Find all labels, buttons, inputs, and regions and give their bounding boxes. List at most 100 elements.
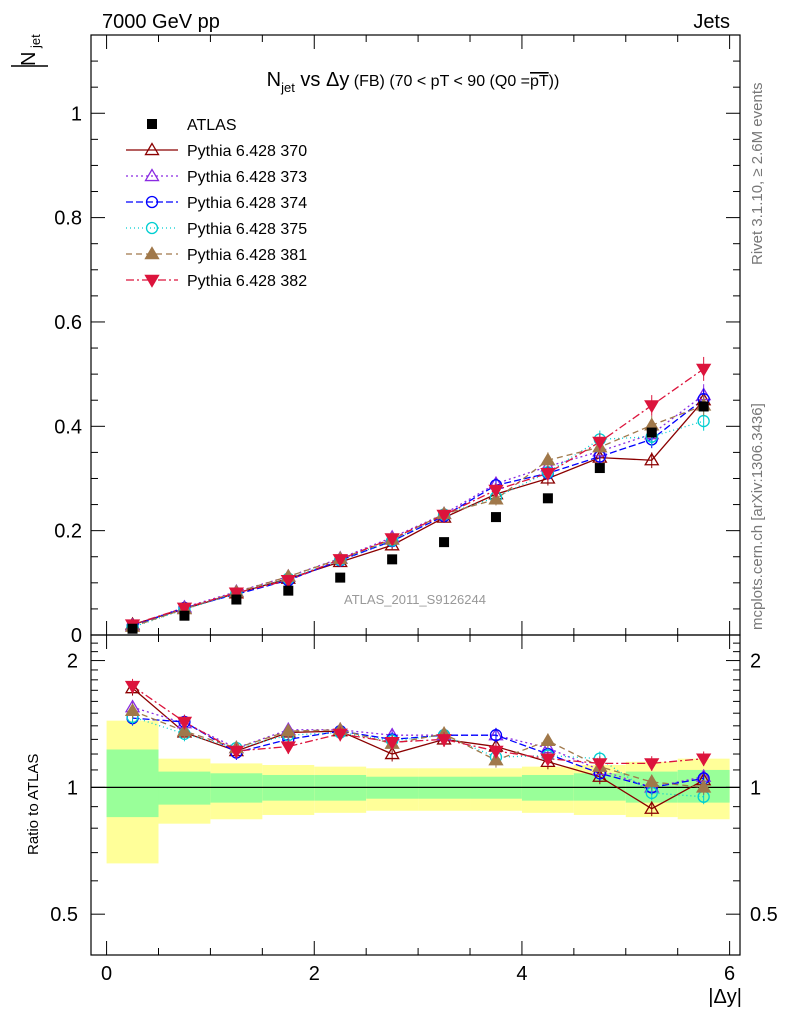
legend-label: Pythia 6.428 370: [187, 143, 307, 160]
ratio-point: [644, 774, 660, 788]
x-tick-label: 6: [724, 963, 735, 985]
series-point: [228, 587, 245, 601]
x-axis-label: |Δy|: [708, 986, 742, 1008]
ratio-series-group: [124, 678, 712, 817]
ratio-point: [176, 723, 193, 737]
ratio-point: [384, 737, 400, 750]
legend-entry: ATLAS: [147, 117, 237, 134]
ratio-point: [540, 753, 556, 767]
series-point: [696, 363, 712, 377]
legend-marker: [144, 168, 160, 182]
legend-label: Pythia 6.428 375: [187, 221, 307, 238]
series-line: [132, 394, 705, 627]
legend-marker: [144, 246, 160, 260]
ratio-tick-label: 2: [67, 651, 78, 673]
legend-entry: Pythia 6.428 370: [126, 142, 307, 160]
atlas-data-point: [387, 554, 398, 565]
ratio-point: [488, 745, 504, 759]
y-tick-label: 1: [71, 103, 82, 125]
top-series-group: [124, 356, 712, 634]
legend: ATLAS Pythia 6.428 370 Pythia 6.428 373 Pyt…: [126, 117, 307, 290]
legend-marker: [145, 195, 159, 209]
series-point: [384, 533, 400, 547]
legend-entry: Pythia 6.428 381: [126, 246, 307, 264]
mcplots-label: mcplots.cern.ch [arXiv:1306.3436]: [749, 403, 766, 630]
ratio-series-line: [132, 706, 704, 789]
series-point: [332, 554, 348, 568]
category-label: Jets: [693, 11, 730, 33]
y-tick-label: 0: [71, 625, 82, 647]
band-green: [158, 771, 211, 805]
legend-label: Pythia 6.428 374: [187, 195, 307, 212]
ratio-point: [332, 728, 348, 742]
legend-marker: [144, 142, 160, 156]
ratio-point: [489, 729, 503, 742]
ratio-point: [592, 768, 608, 782]
legend-label: Pythia 6.428 382: [187, 273, 307, 290]
ratio-y-axis-label: Ratio to ATLAS: [25, 754, 42, 855]
ratio-point: [644, 800, 660, 814]
series-point: [436, 509, 452, 523]
ratio-series-line: [132, 716, 704, 798]
atlas-data-point: [542, 493, 553, 504]
series-point: [176, 602, 193, 616]
atlas-data-point: [231, 594, 242, 605]
legend-label: Pythia 6.428 381: [187, 247, 307, 264]
x-tick-label: 4: [516, 963, 527, 985]
y-tick-label: 0.4: [54, 416, 82, 438]
ratio-tick-label: 0.5: [50, 904, 78, 926]
ratio-tick-label-right: 2: [750, 651, 761, 673]
legend-entry: Pythia 6.428 382: [126, 273, 307, 290]
series-line: [132, 368, 705, 626]
series-point: [280, 575, 296, 588]
ratio-tick-label: 1: [67, 777, 78, 799]
ratio-point: [696, 779, 712, 793]
legend-label: Pythia 6.428 373: [187, 169, 307, 186]
ratio-point: [644, 758, 660, 772]
energy-label: 7000 GeV pp: [102, 11, 220, 33]
x-tick-label: 2: [309, 963, 320, 985]
atlas-data-point: [179, 610, 190, 621]
ratio-series-line: [132, 685, 704, 765]
y-tick-label: 0.8: [54, 208, 82, 230]
series-point: [592, 436, 608, 450]
legend-entry: Pythia 6.428 375: [126, 221, 307, 238]
ratio-point: [436, 734, 452, 748]
ratio-series-line: [132, 717, 704, 789]
ratio-tick-label-right: 0.5: [750, 904, 778, 926]
legend-marker: [144, 274, 160, 288]
atlas-data-point: [698, 401, 709, 412]
atlas-data-point: [335, 572, 346, 583]
ratio-point: [124, 702, 141, 716]
top-y-axis-label: N jet: [11, 34, 48, 67]
legend-marker: [147, 119, 157, 129]
series-point: [540, 452, 556, 466]
atlas-data-point: [490, 512, 501, 523]
ratio-point: [592, 758, 608, 772]
series-point: [644, 400, 660, 414]
main-panel: 0 0.2 0.4 0.6 0.8 1: [54, 34, 741, 647]
y-tick-label: 0.2: [54, 521, 82, 543]
atlas-data-point: [283, 585, 294, 596]
series-line: [132, 420, 704, 628]
ratio-point: [540, 733, 556, 746]
ratio-point: [384, 746, 400, 760]
rivet-version-label: Rivet 3.1.10, ≥ 2.6M events: [749, 83, 766, 266]
atlas-data-point: [127, 623, 138, 634]
ratio-panel: 0 2 4 6 0.5 0.5 1 1 2 2: [50, 634, 778, 985]
ratio-point: [280, 741, 296, 755]
x-tick-label: 0: [101, 963, 112, 985]
series-point: [540, 468, 556, 482]
legend-entry: Pythia 6.428 374: [126, 195, 307, 212]
watermark-label: ATLAS_2011_S9126244: [344, 592, 486, 607]
ratio-point: [176, 716, 193, 730]
band-green: [106, 749, 159, 818]
ratio-point: [488, 752, 504, 766]
atlas-data-point: [646, 427, 657, 438]
top-y-label-sub: jet: [28, 34, 43, 49]
ratio-point: [124, 680, 141, 694]
atlas-data-point: [439, 537, 450, 548]
series-line: [132, 398, 705, 627]
